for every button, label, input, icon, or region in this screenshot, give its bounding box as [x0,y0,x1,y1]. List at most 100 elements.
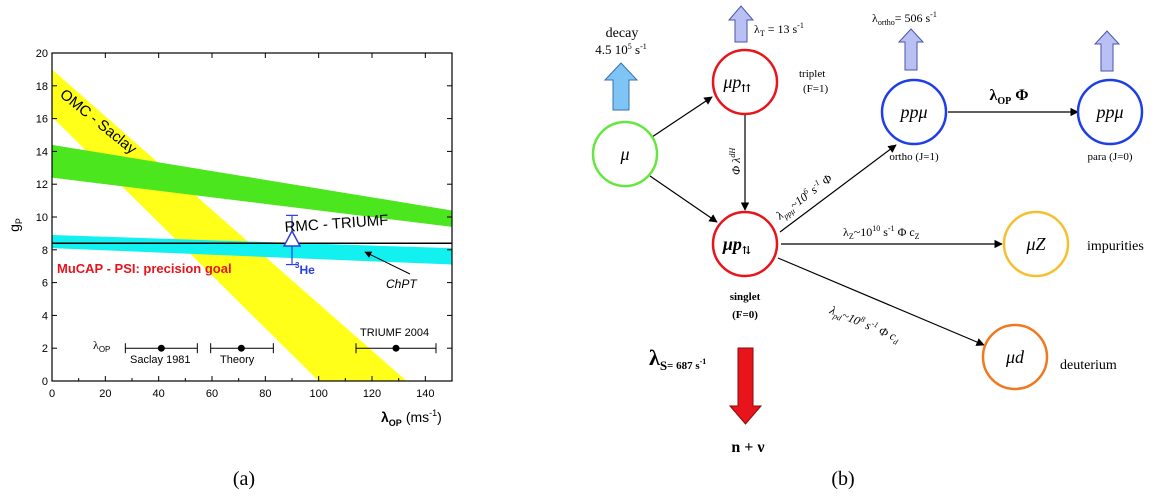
decay-rate-unit: s [632,42,640,57]
ortho-decay-arrow [897,28,925,71]
range-center-dot [157,344,165,352]
x-axis-unit-sup: -1 [429,408,437,418]
lambda-pd-end-sub: d [892,337,900,347]
triplet-label: triplet [799,68,825,80]
impurities-label: impurities [1087,239,1144,254]
node-para-text: ppμ [1094,102,1123,122]
lambda-s-value: = 687 s [667,360,700,372]
lambda-op-phi-symbol: λ [989,87,997,104]
lambda-pd-sup: 8 [859,314,866,324]
singlet-capture-arrow [728,347,763,425]
lambda-op-phi-label: λOP Φ [989,87,1028,107]
mucap-band [52,235,452,265]
y-tick-label: 4 [42,310,48,322]
y-axis-label-main: g [6,224,22,232]
mucap-band-label: MuCAP - PSI: precision goal [57,261,232,276]
x-axis-unit-end: ) [437,409,442,425]
lambda-op-phi-sub: OP [997,96,1011,107]
lambda-ortho-sub: ortho [878,18,895,27]
chpt-label: ChPT [386,277,418,291]
theory-label: Theory [220,354,255,366]
y-tick-label: 0 [42,376,48,388]
he3-point [282,229,302,247]
singlet-f-label: (F=0) [732,309,758,321]
triplet-transition-sup: dH [728,147,737,158]
lambda-z-end: Φ c [895,225,915,239]
lambda-t-sub: T [760,29,765,38]
lambda-op-phi-end: Φ [1011,87,1028,104]
node-triplet-text: μp⇈ [722,72,751,95]
lambda-pd-label: λpd~108 s-1 Φ cd [826,302,903,348]
decay-rate-sup: 5 [628,42,632,51]
lambda-z-symbol: λ [843,225,849,239]
lambda-t-value: = 13 s [765,22,798,36]
lambda-z-unit-sup: -1 [888,224,895,233]
triplet-decay-arrow [727,5,755,43]
lambda-t-label: λT = 13 s-1 [754,21,804,38]
node-ortho-text: ppμ [898,102,927,122]
panel-b-diagram: μ μp⇈ μp⇅ ppμ ppμ μZ μd decay 4.5 105 s-… [591,5,1144,490]
lambda-ortho-value: = 506 s [895,11,931,25]
y-tick-label: 8 [42,245,48,257]
y-tick-label: 16 [36,114,48,126]
arrow-mu-to-singlet [649,175,718,223]
ortho-label: ortho (J=1) [889,151,939,163]
node-muz [1002,210,1070,278]
x-axis-lambda-sub: OP [389,418,402,428]
y-axis-label-sub: P [14,218,24,224]
para-decay-arrow [1093,30,1121,72]
caption-a: (a) [233,468,255,490]
decay-arrow [603,62,639,111]
node-mu [591,120,659,188]
node-singlet-text: μp⇅ [722,234,751,257]
lambda-s-sup: -1 [700,357,707,366]
decay-label: decay [606,26,639,41]
triplet-transition-main: Φ λ [729,158,743,175]
y-axis-label: gP [6,218,24,232]
arrow-singlet-to-deuterium [777,257,985,346]
node-mu-text: μ [619,144,629,164]
y-tick-label: 12 [36,179,48,191]
y-tick-label: 10 [36,212,48,224]
x-tick-label: 80 [259,388,271,400]
x-tick-label: 120 [363,388,381,400]
x-axis-label: λOP (ms-1) [381,408,442,428]
lambda-pd-unit-sup: -1 [870,319,880,330]
data-points [124,214,437,354]
x-tick-label: 60 [206,388,218,400]
lambda-z-sub: Z [849,232,854,241]
x-tick-label: 0 [49,388,55,400]
lambda-ortho-label: λortho= 506 s-1 [872,10,937,27]
y-tick-label: 14 [36,146,48,158]
node-muz-text: μZ [1025,234,1046,254]
arrow-mu-to-triplet [651,96,713,138]
x-tick-label: 40 [153,388,165,400]
lambda-t-symbol: λ [754,22,760,36]
lambda-ppmu-sup: 6 [801,187,810,197]
para-label: para (J=0) [1088,151,1133,163]
node-singlet-main: μp [722,234,742,254]
decay-rate: 4.5 105 s-1 [595,42,646,57]
x-axis-unit: (ms [406,409,429,425]
x-tick-label: 20 [99,388,111,400]
axis-ticks: 0 20 40 60 80 100 120 140 0 2 4 6 8 10 12 14 16 18 20 [36,48,452,400]
x-tick-label: 100 [309,388,327,400]
lambda-ppmu-end: Φ [817,171,835,189]
node-mud-text: μd [1005,347,1025,367]
lambda-s-symbol: λ [649,345,660,370]
decay-rate-unit-sup: -1 [640,42,647,51]
lambda-z-label: λZ~1010 s-1 Φ cZ [843,224,920,241]
arrow-singlet-to-ortho [779,144,897,233]
node-mu-p-triplet [711,48,779,116]
x-axis-lambda: λ [381,409,389,425]
lambda-s-label: λS= 687 s-1 [649,345,706,373]
lambda-z-sup: 10 [872,224,880,233]
triplet-transition-label: Φ λdH [728,147,743,175]
triumf-label: TRIUMF 2004 [360,327,429,339]
lambda-ortho-symbol: λ [872,11,878,25]
range-center-dot [392,344,400,352]
node-ppmu-para [1076,78,1144,146]
lambda-pd-value: ~10 [840,308,862,328]
